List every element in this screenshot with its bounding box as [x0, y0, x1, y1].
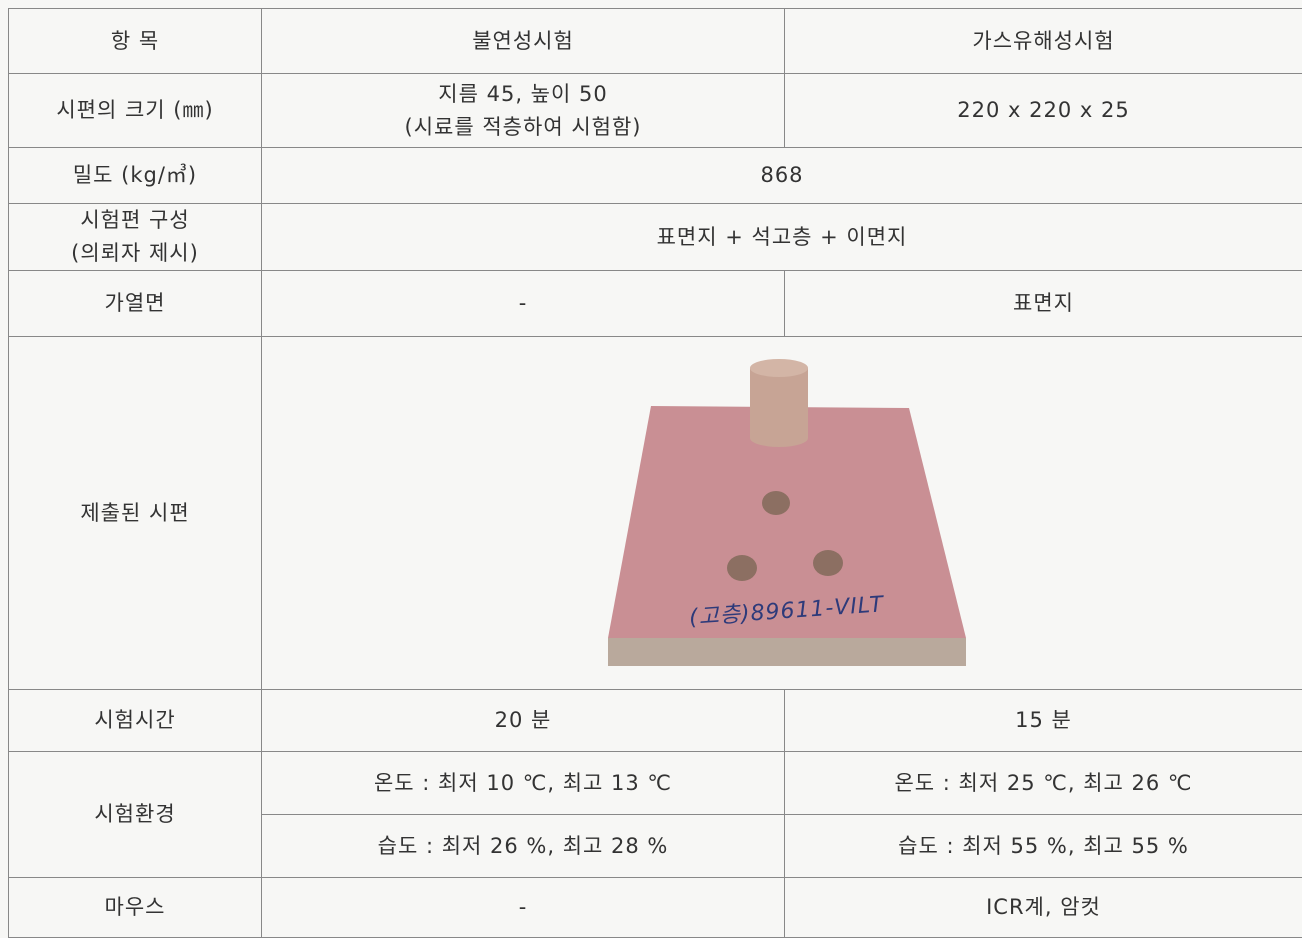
row-label: 시험편 구성(의뢰자 제시)	[9, 204, 262, 271]
cell: 표면지 + 석고층 + 이면지	[262, 204, 1302, 271]
row: 시험편 구성(의뢰자 제시) 표면지 + 석고층 + 이면지	[9, 204, 1302, 271]
cell: 온도 : 최저 10 ℃, 최고 13 ℃	[262, 752, 785, 815]
cell: -	[262, 271, 785, 337]
cell: 표면지	[785, 271, 1302, 337]
header-cell: 불연성시험	[262, 9, 785, 74]
line: (의뢰자 제시)	[9, 237, 261, 270]
row: 제출된 시편 (고층)89611-VILT	[9, 337, 1302, 690]
row-label: 제출된 시편	[9, 337, 262, 690]
row-label: 시험환경	[9, 752, 262, 878]
hole	[727, 555, 757, 581]
cell: -	[262, 878, 785, 938]
row: 시험시간 20 분 15 분	[9, 690, 1302, 752]
row: 시편의 크기 (㎜) 지름 45, 높이 50(시료를 적층하여 시험함) 22…	[9, 74, 1302, 148]
cell: 습도 : 최저 55 %, 최고 55 %	[785, 815, 1302, 878]
cylinder	[750, 368, 808, 438]
photo-cell: (고층)89611-VILT	[262, 337, 1302, 690]
row-label: 시편의 크기 (㎜)	[9, 74, 262, 148]
row-label: 가열면	[9, 271, 262, 337]
row-label: 마우스	[9, 878, 262, 938]
header-cell: 가스유해성시험	[785, 9, 1302, 74]
row: 시험환경 온도 : 최저 10 ℃, 최고 13 ℃ 온도 : 최저 25 ℃,…	[9, 752, 1302, 815]
line: 지름 45, 높이 50	[262, 78, 784, 111]
row: 가열면 - 표면지	[9, 271, 1302, 337]
cell: 220 x 220 x 25	[785, 74, 1302, 148]
row: 밀도 (kg/㎥) 868	[9, 148, 1302, 204]
line: (시료를 적층하여 시험함)	[262, 111, 784, 144]
cylinder-top	[750, 359, 808, 377]
hole	[813, 550, 843, 576]
spec-table: 항 목 불연성시험 가스유해성시험 시편의 크기 (㎜) 지름 45, 높이 5…	[8, 8, 1302, 938]
cell: 20 분	[262, 690, 785, 752]
header-cell: 항 목	[9, 9, 262, 74]
cylinder-base	[750, 429, 808, 447]
cell: 15 분	[785, 690, 1302, 752]
row-label: 밀도 (kg/㎥)	[9, 148, 262, 204]
line: 시험편 구성	[9, 204, 261, 237]
header-row: 항 목 불연성시험 가스유해성시험	[9, 9, 1302, 74]
row: 마우스 - ICR계, 암컷	[9, 878, 1302, 938]
board-edge	[608, 638, 966, 666]
row-label: 시험시간	[9, 690, 262, 752]
specimen-photo: (고층)89611-VILT	[262, 338, 1302, 688]
cell: 지름 45, 높이 50(시료를 적층하여 시험함)	[262, 74, 785, 148]
hole	[762, 491, 790, 515]
cell: ICR계, 암컷	[785, 878, 1302, 938]
cell: 868	[262, 148, 1302, 204]
cell: 습도 : 최저 26 %, 최고 28 %	[262, 815, 785, 878]
cell: 온도 : 최저 25 ℃, 최고 26 ℃	[785, 752, 1302, 815]
